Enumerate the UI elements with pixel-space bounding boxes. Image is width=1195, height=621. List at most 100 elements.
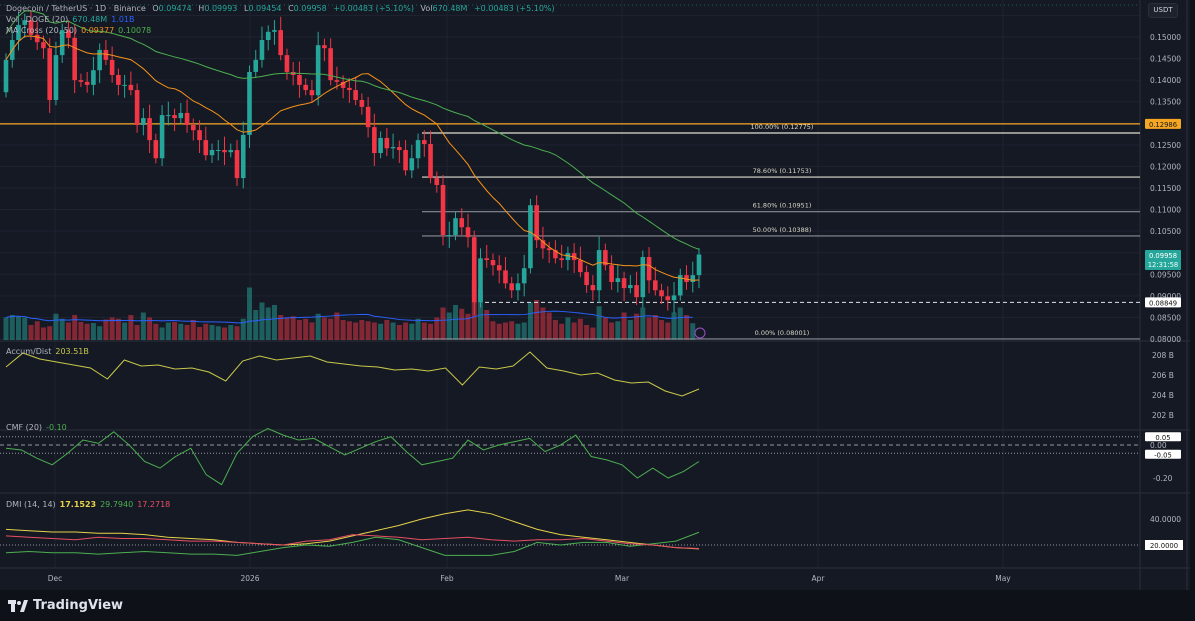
candle-body	[534, 205, 539, 241]
candle-body	[147, 118, 152, 141]
candle	[590, 275, 596, 301]
price-axis-label: 0.14000	[1150, 76, 1181, 85]
volume-bar	[365, 321, 371, 340]
accum-dist-legend[interactable]: Accum/Dist 203.51B	[6, 347, 89, 356]
chart-canvas[interactable]: 100.00% (0.12775) 78.60% (0.11753) 61.80% …	[0, 0, 1190, 590]
candle-body	[684, 275, 689, 283]
volume-bar	[328, 318, 334, 340]
cmf-legend[interactable]: CMF (20) -0.10	[6, 423, 67, 432]
candle	[309, 80, 315, 104]
candle-body	[91, 70, 96, 85]
volume-bar	[165, 322, 171, 340]
chart-area[interactable]: 100.00% (0.12775) 78.60% (0.11753) 61.80% …	[0, 0, 1190, 590]
candle-body	[446, 235, 452, 237]
footer: TradingView	[0, 590, 1195, 621]
candle	[228, 143, 234, 158]
candle-body	[278, 30, 284, 56]
volume-bar	[640, 307, 646, 340]
volume-bar	[103, 319, 109, 340]
candle-body	[84, 81, 90, 85]
price-axis-label: 0.09000	[1150, 292, 1181, 301]
volume-bar	[459, 308, 465, 340]
candle	[665, 286, 671, 311]
candle	[684, 265, 689, 290]
volume-bar	[190, 320, 196, 340]
volume-bar	[615, 321, 621, 340]
candle-body	[265, 31, 271, 41]
candle-body	[359, 99, 365, 107]
candle	[222, 136, 227, 166]
candle	[28, 10, 34, 41]
candle	[428, 130, 433, 184]
volume-bar	[677, 307, 683, 340]
candle	[478, 248, 483, 308]
ma-cross-legend[interactable]: MA Cross (20, 50) 0.09377 0.10078	[6, 26, 152, 35]
volume-bar	[246, 287, 252, 340]
candle	[178, 103, 184, 124]
volume-bar	[90, 323, 96, 340]
candle-body	[259, 40, 265, 60]
tradingview-logo[interactable]: TradingView	[8, 598, 123, 613]
candle-body	[634, 285, 639, 298]
volume-bar	[159, 327, 165, 340]
volume-bar	[371, 322, 377, 340]
volume-bar	[534, 300, 540, 340]
volume-bar	[590, 327, 596, 340]
candle	[584, 265, 589, 293]
candle	[459, 208, 465, 236]
cmf-lower-tag-bg	[1145, 449, 1181, 459]
candle	[446, 221, 452, 248]
candle-body	[78, 80, 84, 82]
dashed-line-price-tag: 0.08849	[1149, 299, 1177, 307]
price-axis-label: 0.09500	[1150, 270, 1181, 279]
dmi-adx-line	[5, 509, 700, 550]
horizontal-line-price-tag: 0.12986	[1149, 121, 1177, 129]
volume-bar	[546, 312, 552, 340]
symbol-legend[interactable]: Dogecoin / TetherUS · 1D · Binance O0.09…	[6, 4, 555, 13]
volume-bar	[527, 302, 533, 340]
volume-bar	[584, 325, 590, 340]
candle	[434, 171, 440, 193]
candle	[134, 83, 140, 133]
candle-body	[621, 278, 627, 289]
volume-legend[interactable]: Vol · DOGE (20) 670.48M 1.01B	[6, 15, 135, 24]
candle-body	[353, 90, 358, 100]
volume-bar	[540, 307, 546, 340]
candle-body	[671, 295, 677, 301]
candle-body	[334, 80, 340, 82]
candle	[440, 175, 446, 246]
symbol-title[interactable]: Dogecoin / TetherUS · 1D · Binance	[6, 4, 146, 13]
time-axis-label: Mar	[615, 574, 630, 583]
volume-bar	[415, 318, 421, 340]
candle-body	[372, 127, 377, 154]
candle	[122, 74, 127, 98]
candle-body	[159, 115, 165, 159]
dmi-legend[interactable]: DMI (14, 14) 17.1523 29.7940 17.2718	[6, 500, 171, 509]
volume-bar	[234, 326, 240, 340]
fib-level-label: 100.00% (0.12775)	[751, 123, 814, 131]
currency-button[interactable]: USDT	[1148, 3, 1178, 18]
candle	[141, 108, 146, 136]
candle	[259, 26, 265, 68]
cmf-zero-label: 0.00	[1150, 441, 1167, 450]
candle	[72, 24, 77, 94]
volume-bar	[315, 313, 321, 340]
ma20-line	[5, 35, 700, 281]
candle	[465, 213, 471, 248]
candle	[347, 77, 352, 104]
volume-bar	[652, 315, 658, 340]
volume-bar	[78, 322, 84, 340]
candle-body	[47, 48, 53, 100]
volume-bar	[134, 325, 140, 340]
candle-body	[184, 112, 190, 126]
candle-body	[72, 37, 77, 81]
lightning-icon	[694, 327, 706, 339]
candle-body	[59, 30, 65, 56]
volume-bar	[9, 315, 15, 340]
volume-bar	[409, 323, 415, 340]
candle-body	[309, 90, 315, 96]
candle-body	[459, 218, 465, 228]
volume-bar	[421, 322, 427, 340]
candle	[372, 113, 377, 166]
candle-body	[378, 137, 383, 154]
